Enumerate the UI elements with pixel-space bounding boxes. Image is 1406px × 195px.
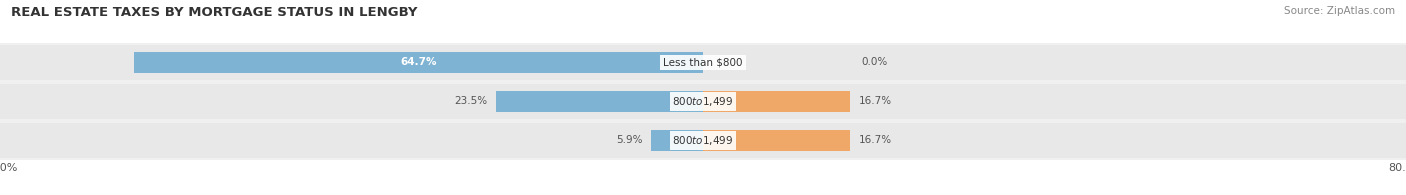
Bar <box>496 91 703 112</box>
Text: 5.9%: 5.9% <box>616 135 643 145</box>
Bar <box>0 84 1406 119</box>
Bar <box>0 45 1406 80</box>
Bar <box>703 130 849 151</box>
Bar <box>703 91 849 112</box>
Text: 0.0%: 0.0% <box>860 57 887 67</box>
Text: 16.7%: 16.7% <box>859 135 891 145</box>
Bar <box>135 52 703 73</box>
Text: 16.7%: 16.7% <box>859 96 891 106</box>
Text: $800 to $1,499: $800 to $1,499 <box>672 134 734 147</box>
Text: Source: ZipAtlas.com: Source: ZipAtlas.com <box>1284 6 1395 16</box>
Text: REAL ESTATE TAXES BY MORTGAGE STATUS IN LENGBY: REAL ESTATE TAXES BY MORTGAGE STATUS IN … <box>11 6 418 19</box>
Bar <box>651 130 703 151</box>
Text: 23.5%: 23.5% <box>454 96 488 106</box>
Bar <box>0 123 1406 158</box>
Text: 64.7%: 64.7% <box>401 57 437 67</box>
Text: Less than $800: Less than $800 <box>664 57 742 67</box>
Text: $800 to $1,499: $800 to $1,499 <box>672 95 734 108</box>
